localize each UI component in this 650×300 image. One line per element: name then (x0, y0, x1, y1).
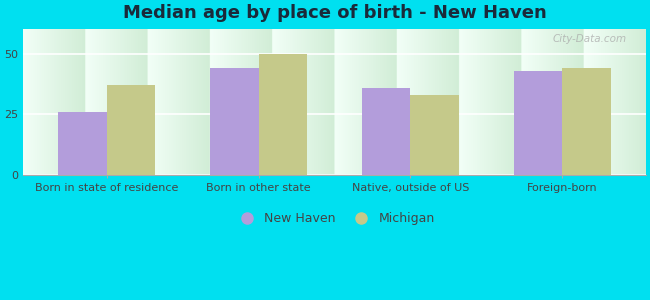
Bar (362, 88, 410, 175)
Bar (410, 95, 459, 175)
Bar (58, 112, 107, 175)
Bar (514, 70, 562, 175)
Title: Median age by place of birth - New Haven: Median age by place of birth - New Haven (123, 4, 547, 22)
Legend: New Haven, Michigan: New Haven, Michigan (229, 207, 439, 230)
Bar (259, 54, 307, 175)
Bar (210, 68, 259, 175)
Text: City-Data.com: City-Data.com (553, 34, 627, 44)
Bar (107, 85, 155, 175)
Bar (562, 68, 611, 175)
